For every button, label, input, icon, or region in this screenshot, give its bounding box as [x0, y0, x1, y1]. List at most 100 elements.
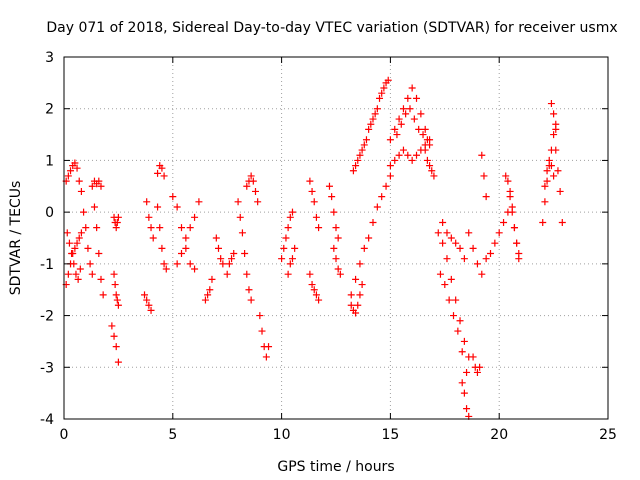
- series-sat-c: [63, 229, 84, 283]
- data-point: [223, 270, 231, 278]
- data-point: [352, 275, 360, 283]
- data-point: [456, 317, 464, 325]
- data-point: [495, 229, 503, 237]
- data-point: [93, 224, 101, 232]
- series-sat-ak: [458, 379, 473, 420]
- data-point: [397, 120, 405, 128]
- data-point: [352, 309, 360, 317]
- data-point: [306, 270, 314, 278]
- data-point: [114, 301, 122, 309]
- data-point: [541, 198, 549, 206]
- series-sat-aa: [330, 244, 344, 278]
- data-point: [386, 162, 394, 170]
- data-point: [173, 203, 181, 211]
- data-point: [550, 172, 558, 180]
- data-point: [515, 250, 523, 258]
- data-point: [64, 172, 72, 180]
- data-point: [336, 270, 344, 278]
- data-point: [112, 291, 120, 299]
- data-point: [308, 187, 316, 195]
- data-point: [68, 250, 76, 258]
- data-point: [288, 255, 296, 263]
- data-point: [354, 301, 362, 309]
- x-tick-label: 25: [599, 427, 617, 443]
- data-point: [247, 296, 255, 304]
- data-point: [491, 239, 499, 247]
- data-points: [62, 76, 566, 420]
- data-point: [450, 312, 458, 320]
- data-point: [362, 136, 370, 144]
- data-point: [473, 260, 481, 268]
- data-point: [245, 286, 253, 294]
- series-sat-ae: [386, 84, 434, 149]
- data-point: [380, 84, 388, 92]
- series-sat-av: [552, 146, 566, 226]
- data-point: [460, 389, 468, 397]
- data-point: [443, 229, 451, 237]
- data-point: [88, 270, 96, 278]
- data-point: [395, 115, 403, 123]
- data-point: [95, 250, 103, 258]
- data-point: [201, 296, 209, 304]
- series-sat-z: [325, 182, 342, 242]
- data-point: [251, 187, 259, 195]
- data-point: [219, 260, 227, 268]
- series-sat-t: [243, 172, 262, 206]
- data-point: [191, 213, 199, 221]
- data-point: [502, 172, 510, 180]
- series-sat-s: [234, 198, 255, 304]
- data-point: [154, 169, 162, 177]
- data-point: [75, 177, 83, 185]
- data-point: [141, 291, 149, 299]
- data-point: [460, 255, 468, 263]
- data-point: [247, 172, 255, 180]
- data-point: [256, 312, 264, 320]
- data-point: [160, 172, 168, 180]
- data-point: [330, 208, 338, 216]
- data-point: [460, 337, 468, 345]
- chart-title: Day 071 of 2018, Sidereal Day-to-day VTE…: [46, 20, 617, 36]
- data-point: [265, 343, 273, 351]
- data-point: [234, 198, 242, 206]
- data-point: [391, 156, 399, 164]
- series-sat-ag: [393, 105, 431, 144]
- data-point: [97, 182, 105, 190]
- data-point: [73, 239, 81, 247]
- data-point: [410, 115, 418, 123]
- data-point: [556, 187, 564, 195]
- series-sat-f: [90, 203, 107, 299]
- series-sat-i: [108, 322, 122, 366]
- series-sat-j: [141, 291, 155, 314]
- data-point: [86, 260, 94, 268]
- data-point: [463, 368, 471, 376]
- series-sat-a: [62, 159, 85, 195]
- data-point: [541, 182, 549, 190]
- data-point: [358, 281, 366, 289]
- data-point: [145, 301, 153, 309]
- x-tick-label: 15: [381, 427, 399, 443]
- data-point: [291, 244, 299, 252]
- data-point: [312, 291, 320, 299]
- series-sat-an: [465, 229, 490, 278]
- data-point: [147, 306, 155, 314]
- data-point: [306, 177, 314, 185]
- data-point: [552, 125, 560, 133]
- series-sat-k: [143, 198, 157, 242]
- data-point: [334, 234, 342, 242]
- data-point: [439, 218, 447, 226]
- y-tick-label: 0: [45, 205, 54, 221]
- data-point: [365, 125, 373, 133]
- series-sat-r: [223, 250, 238, 278]
- data-point: [458, 348, 466, 356]
- data-point: [111, 281, 119, 289]
- data-point: [178, 250, 186, 258]
- data-point: [454, 327, 462, 335]
- data-point: [212, 234, 220, 242]
- data-point: [480, 172, 488, 180]
- data-point: [169, 193, 177, 201]
- data-point: [73, 164, 81, 172]
- data-point: [262, 353, 270, 361]
- data-point: [547, 162, 555, 170]
- data-point: [284, 270, 292, 278]
